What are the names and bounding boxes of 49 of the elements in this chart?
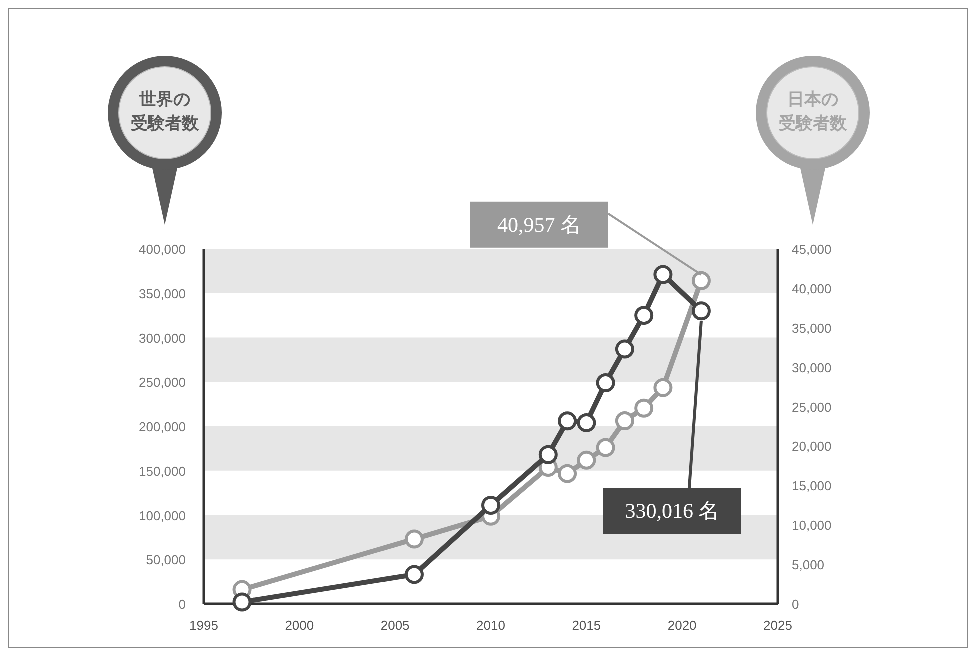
point [538,445,558,464]
y-tick-label: 100,000 [139,508,186,524]
y-tick-label: 250,000 [139,375,186,390]
y2-tick-label: 15,000 [792,478,832,494]
point [615,411,634,430]
text: 日本の受験者数 [779,90,848,133]
y2-tick-label: 10,000 [792,518,832,534]
y2-tick-label: 35,000 [792,320,832,336]
data-label: 330,016 名 [625,499,720,524]
x-tick-label: 2015 [572,618,602,633]
x-tick-label: 2020 [668,618,697,633]
point [577,413,596,432]
y-tick-label: 400,000 [139,242,186,257]
x-tick-label: 2000 [285,618,314,633]
point [232,592,252,612]
y-tick-label: 50,000 [146,552,186,568]
y2-tick-label: 0 [792,597,800,612]
text: 世界の受験者数 [131,90,200,133]
data-label: 40,957 名 [497,212,582,237]
y-tick-label: 350,000 [139,286,186,302]
point [404,565,424,584]
point [654,265,673,284]
y-tick-label: 150,000 [139,464,186,479]
y2-tick-label: 30,000 [792,360,832,376]
point [596,374,616,393]
x-tick-label: 2010 [476,618,506,633]
point [558,464,578,484]
point [577,450,596,470]
y-tick-label: 200,000 [139,420,186,434]
point [615,340,634,359]
y-tick-label: 0 [178,597,186,612]
point [654,378,673,398]
point [404,530,424,549]
point [634,306,654,326]
point [692,302,711,321]
point [692,271,711,290]
y2-tick-label: 40,000 [792,281,832,296]
point [596,438,616,458]
point [482,496,500,515]
y2-tick-label: 20,000 [792,439,832,454]
y2-tick-label: 5,000 [792,558,825,573]
y2-tick-label: 45,000 [792,242,832,257]
x-tick-label: 2005 [380,618,410,633]
x-tick-label: 1995 [190,618,218,633]
point [634,398,654,418]
y2-tick-label: 25,000 [792,400,832,415]
y-tick-label: 300,000 [139,330,186,346]
point [558,412,578,431]
x-tick-label: 2025 [764,618,792,633]
